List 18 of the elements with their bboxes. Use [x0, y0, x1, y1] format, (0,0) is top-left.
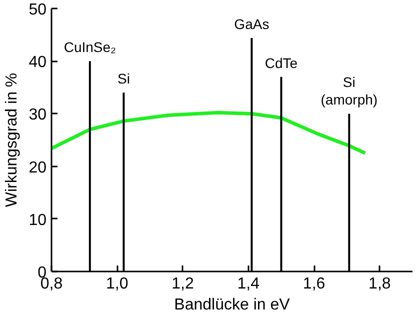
- annotation: Si: [117, 70, 130, 87]
- y-tick-label: 10: [28, 212, 47, 229]
- x-tick-label: 1,8: [368, 276, 391, 292]
- y-axis-title: Wirkungsgrad in %: [4, 72, 21, 208]
- annotation: Si (amorph): [320, 74, 378, 108]
- y-tick-label: 20: [28, 159, 47, 176]
- y-tick-label: 40: [28, 54, 47, 72]
- y-tick-label: 30: [28, 106, 47, 124]
- annotation: CuInSe₂: [64, 39, 116, 56]
- annotation: GaAs: [234, 16, 270, 32]
- y-tick-label: 50: [28, 2, 47, 18]
- annotation: CdTe: [264, 54, 298, 71]
- x-tick-label: 1,2: [172, 276, 194, 292]
- x-tick-label: 1,0: [106, 276, 128, 292]
- line-series: [52, 110, 367, 155]
- x-tick-label: 1,6: [302, 276, 326, 292]
- x-axis-title: Bandlücke in eV: [174, 296, 290, 314]
- x-tick-label: 1,4: [237, 276, 260, 292]
